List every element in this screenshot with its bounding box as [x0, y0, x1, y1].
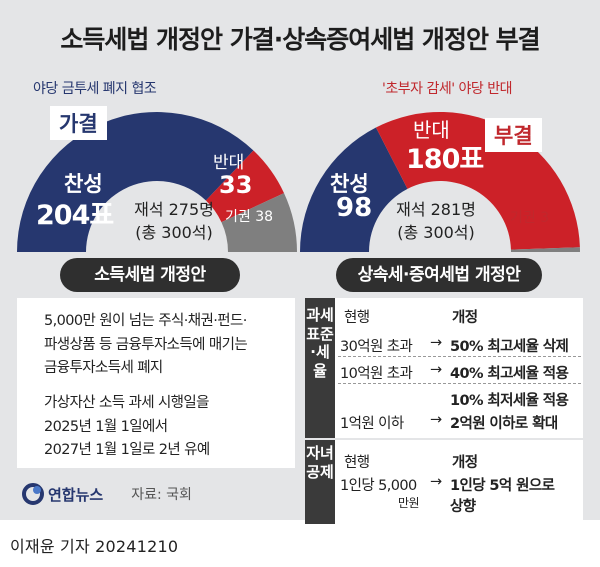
row-divider — [338, 383, 581, 384]
right-no-value: 180표 — [406, 144, 484, 175]
left-para1-line1: 5,000만 원이 넘는 주식·채권·펀드· — [44, 313, 247, 329]
row2-current: 10억원 초과 — [340, 366, 413, 382]
tax-rate-sidebar: 과세표준·세율 — [305, 298, 335, 438]
child-current: 1인당 5,000 — [340, 478, 417, 494]
child-deduction-label: 자녀공제 — [306, 444, 334, 481]
right-section-header: 상속세·증여세법 개정안 — [336, 258, 542, 292]
right-yes-label: 찬성 — [330, 172, 369, 196]
row2-revised: 40% 최고세율 적용 — [450, 366, 569, 382]
left-no-label: 반대 — [213, 153, 245, 173]
right-abstain-segment — [510, 247, 580, 252]
row1-revised: 50% 최고세율 삭제 — [450, 339, 569, 355]
left-para2-line1: 가상자산 소득 과세 시행일을 — [44, 395, 210, 411]
source-text: 자료: 국회 — [131, 487, 192, 503]
right-abstain-text: 기권 3 — [510, 207, 549, 227]
left-para1-line3: 금융투자소득세 폐지 — [44, 360, 163, 376]
right-no-label: 반대 — [413, 118, 450, 142]
left-no-segment — [205, 150, 285, 223]
left-abstain-text: 기권 38 — [225, 206, 273, 226]
left-total-sub: (총 300석) — [135, 223, 213, 242]
source-row: 연합뉴스 자료: 국회 — [22, 483, 192, 505]
right-abstain-label: 기권 — [510, 210, 536, 226]
child-revised-line1: 1인당 5억 원으로 — [450, 478, 555, 494]
left-yes-label: 찬성 — [64, 172, 103, 196]
row3-revised-line2: 2억원 이하로 확대 — [450, 416, 558, 432]
left-para2-line2: 2025년 1월 1일에서 — [44, 419, 168, 435]
page-title: 소득세법 개정안 가결·상속증여세법 개정안 부결 — [60, 25, 540, 54]
right-result-badge: 부결 — [485, 118, 542, 152]
left-section-header: 소득세법 개정안 — [60, 258, 240, 292]
yonhap-logo-icon — [22, 483, 44, 505]
row1-current: 30억원 초과 — [340, 339, 413, 355]
child-deduction-box — [305, 440, 583, 524]
right-total-sub: (총 300석) — [397, 223, 475, 242]
byline: 이재윤 기자 20241210 — [10, 537, 179, 556]
col-revised-header: 개정 — [452, 310, 478, 326]
child-col-current: 현행 — [344, 455, 370, 471]
row-divider — [338, 356, 581, 357]
left-result-badge: 가결 — [50, 106, 107, 140]
row1-arrow: → — [430, 335, 442, 351]
right-abstain-value: 3 — [540, 210, 550, 226]
child-revised-line2: 상향 — [450, 499, 476, 515]
left-text-box — [17, 298, 295, 468]
left-chart-subtitle: 야당 금투세 폐지 협조 — [33, 81, 157, 97]
col-current-header: 현행 — [344, 310, 370, 326]
yonhap-logo-text: 연합뉴스 — [48, 485, 104, 504]
child-col-revised: 개정 — [452, 455, 478, 471]
left-no-value: 33 — [219, 171, 253, 199]
left-yes-segment — [17, 111, 254, 252]
row3-revised-line1: 10% 최저세율 적용 — [450, 393, 569, 409]
row3-arrow: → — [430, 412, 442, 428]
right-yes-value: 98 — [336, 193, 373, 223]
left-abstain-label: 기권 — [225, 209, 251, 225]
left-abstain-value: 38 — [255, 209, 274, 225]
left-yes-value: 204표 — [36, 200, 114, 231]
right-total: 재석 281명 — [396, 200, 476, 219]
child-deduction-sidebar: 자녀공제 — [305, 440, 335, 524]
tax-rate-box — [305, 298, 583, 438]
child-current-unit: 만원 — [398, 496, 419, 510]
left-abstain-segment — [221, 193, 297, 252]
left-para1-line2: 파생상품 등 금융투자소득에 매기는 — [44, 337, 248, 353]
tax-rate-label: 과세표준·세율 — [306, 306, 334, 380]
row3-current: 1억원 이하 — [340, 416, 404, 432]
left-para2-line3: 2027년 1월 1일로 2년 유예 — [44, 442, 210, 458]
right-chart-subtitle: '초부자 감세' 야당 반대 — [382, 81, 512, 97]
left-total: 재석 275명 — [134, 200, 214, 219]
right-yes-segment — [300, 127, 408, 252]
child-arrow: → — [430, 474, 442, 490]
row2-arrow: → — [430, 362, 442, 378]
